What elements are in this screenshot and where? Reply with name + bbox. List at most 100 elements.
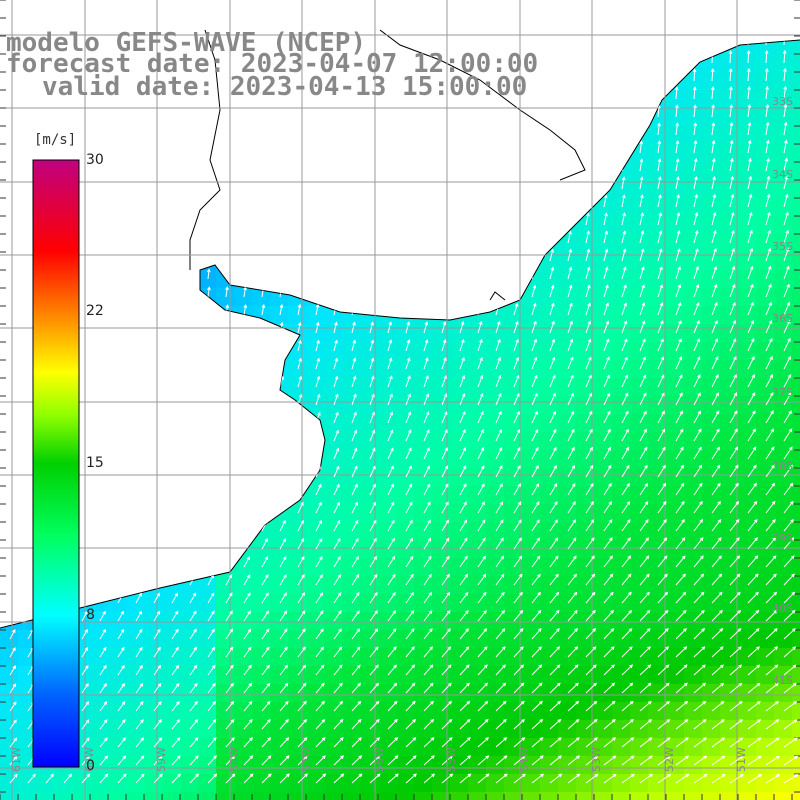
wind-arrow [459, 537, 468, 550]
wind-arrow [603, 338, 610, 352]
wind-arrow [765, 157, 770, 172]
wind-arrow [567, 519, 576, 532]
wind-arrow [369, 573, 378, 586]
wind-arrow [729, 609, 742, 622]
wind-arrow [729, 337, 737, 352]
wind-arrow [747, 664, 761, 676]
wind-arrow [765, 211, 771, 226]
wind-arrow [495, 700, 507, 712]
wind-arrow [783, 301, 791, 316]
wind-arrow [206, 268, 211, 280]
wind-arrow [549, 356, 556, 370]
wind-arrow [693, 773, 708, 784]
wind-arrow [728, 68, 733, 82]
wind-arrow [711, 337, 719, 352]
wind-arrow [621, 464, 630, 478]
wind-arrow [495, 555, 505, 568]
wind-arrow [747, 283, 754, 298]
wind-arrow [441, 573, 450, 586]
wind-arrow [549, 573, 559, 586]
wind-arrow [693, 193, 699, 208]
wind-arrow [405, 591, 414, 604]
wind-arrow [189, 682, 198, 694]
wind-arrow [693, 446, 702, 460]
wind-arrow [675, 555, 686, 568]
wind-arrow [207, 737, 217, 748]
wind-arrow [693, 247, 699, 262]
wind-arrow [261, 737, 272, 748]
wind-arrow [171, 773, 181, 784]
border-line [189, 29, 221, 270]
wind-arrow [441, 737, 453, 748]
wind-arrow [657, 719, 671, 730]
wind-arrow [747, 175, 753, 190]
wind-arrow [297, 555, 305, 568]
wind-arrow [135, 646, 143, 658]
wind-arrow [783, 719, 798, 730]
wind-arrow [567, 482, 576, 496]
wind-arrow [477, 537, 486, 550]
wind-arrow [711, 591, 723, 604]
wind-arrow [279, 682, 289, 694]
wind-arrow [243, 773, 254, 784]
wind-arrow [549, 266, 555, 280]
wind-arrow [351, 465, 358, 478]
wind-arrow [495, 519, 504, 532]
wind-arrow [135, 701, 144, 712]
wind-arrow [261, 592, 269, 604]
wind-arrow [513, 537, 522, 550]
wind-arrow [513, 338, 519, 352]
latitude-label: 33S [772, 95, 793, 108]
wind-arrow [657, 682, 670, 694]
wind-arrow [297, 610, 306, 622]
wind-arrow [747, 537, 758, 550]
wind-arrow [657, 482, 667, 496]
wind-arrow [783, 609, 796, 622]
wind-arrow [729, 103, 734, 118]
wind-arrow [351, 339, 357, 352]
wind-arrow [261, 628, 270, 640]
wind-arrow [459, 519, 468, 532]
wind-arrow [495, 447, 503, 460]
wind-arrow [297, 519, 304, 532]
wind-arrow [297, 537, 305, 550]
wind-arrow [765, 265, 772, 280]
wind-arrow [747, 682, 761, 694]
wind-arrow [603, 573, 614, 586]
wind-arrow [549, 410, 557, 424]
wind-arrow [729, 682, 743, 694]
wind-arrow [351, 537, 359, 550]
wind-arrow [729, 410, 738, 424]
wind-arrow [585, 392, 593, 406]
wind-arrow [369, 755, 381, 766]
wind-arrow [765, 664, 779, 676]
wind-arrow [639, 284, 645, 298]
wind-arrow [639, 609, 651, 622]
wind-arrow [765, 628, 778, 640]
wind-arrow [693, 700, 707, 712]
wind-arrow [225, 773, 236, 784]
wind-arrow [351, 646, 361, 658]
wind-arrow [189, 700, 198, 712]
wind-arrow [315, 303, 320, 316]
wind-arrow [531, 410, 538, 424]
wind-arrow [657, 464, 666, 478]
wind-arrow [621, 646, 633, 658]
wind-arrow [333, 411, 339, 424]
wind-arrow [495, 320, 501, 334]
wind-arrow [369, 737, 381, 748]
wind-arrow [297, 773, 308, 784]
wind-arrow [693, 482, 703, 496]
wind-arrow [675, 284, 682, 298]
wind-arrow [351, 501, 358, 514]
wind-arrow [495, 609, 505, 622]
wind-arrow [621, 555, 632, 568]
title-model: modelo GEFS-WAVE (NCEP) [6, 28, 367, 58]
wind-arrow [441, 465, 449, 478]
wind-arrow [711, 573, 723, 586]
wind-arrow [603, 501, 612, 514]
wind-arrow [423, 483, 431, 496]
wind-arrow [423, 357, 429, 370]
wind-arrow [243, 304, 248, 316]
wind-arrow [657, 773, 672, 784]
